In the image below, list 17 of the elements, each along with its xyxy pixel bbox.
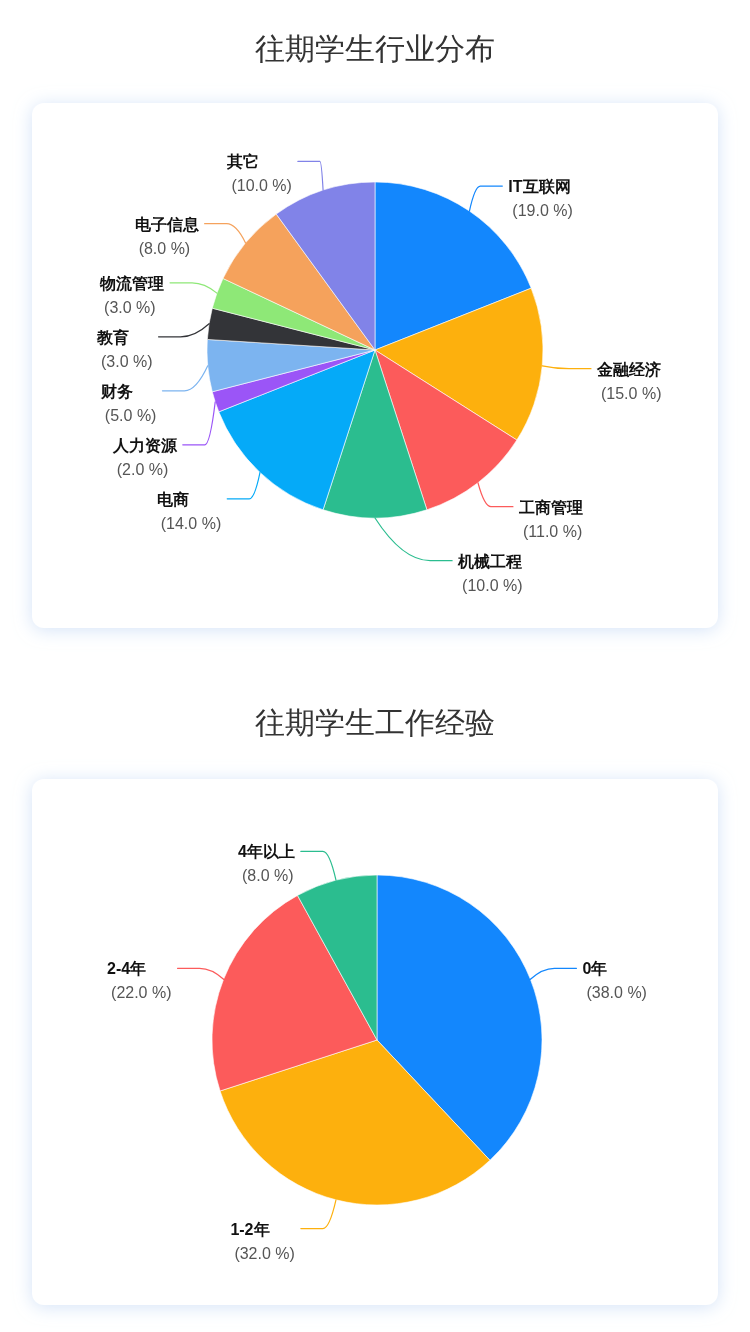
data-label: 电商 (14.0 %) bbox=[156, 490, 222, 532]
data-label: 工商管理 (11.0 %) bbox=[518, 498, 583, 540]
title: 往期学生行业分布 bbox=[255, 31, 495, 65]
data-label: 人力资源 (2.0 %) bbox=[112, 436, 177, 478]
data-label: 2-4年 (22.0 %) bbox=[107, 960, 172, 1002]
data-label: 物流管理 (3.0 %) bbox=[100, 274, 165, 316]
title: 往期学生工作经验 bbox=[255, 705, 495, 739]
data-label: 机械工程 (10.0 %) bbox=[458, 552, 523, 594]
data-label: IT互联网 (19.0 %) bbox=[508, 178, 573, 220]
data-label: 电子信息 (8.0 %) bbox=[134, 215, 199, 257]
data-label: 0年 (38.0 %) bbox=[582, 960, 647, 1002]
data-label: 教育 (3.0 %) bbox=[97, 328, 153, 370]
data-label: 1-2年 (32.0 %) bbox=[230, 1220, 295, 1262]
data-label: 4年以上 (8.0 %) bbox=[237, 843, 295, 885]
data-label: 金融经济 (15.0 %) bbox=[597, 360, 662, 402]
data-label: 其它 (10.0 %) bbox=[227, 153, 292, 195]
data-label: 财务 (5.0 %) bbox=[100, 382, 157, 424]
